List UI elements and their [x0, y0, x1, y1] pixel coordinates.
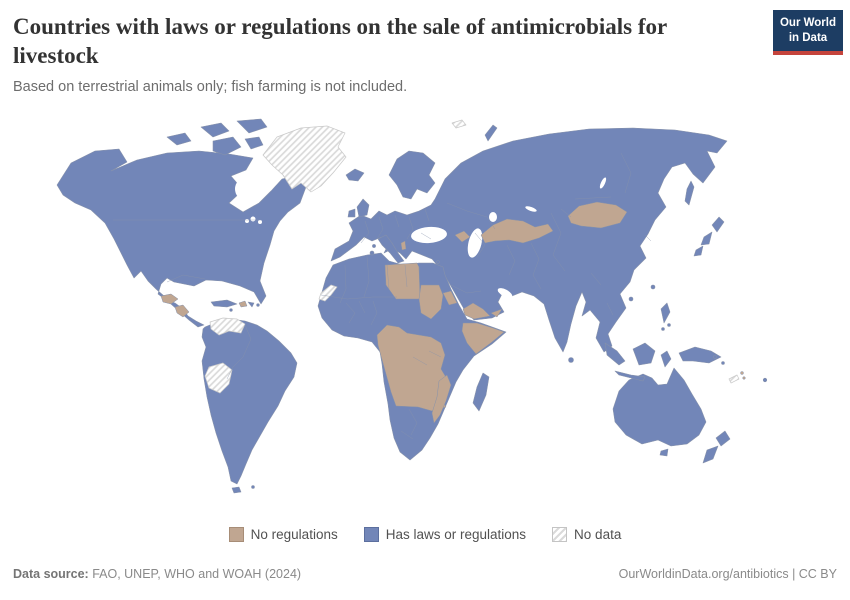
legend-item-has-laws[interactable]: Has laws or regulations	[363, 527, 527, 542]
region-sudan	[418, 284, 444, 320]
lake-balkhash	[525, 206, 537, 212]
great-lakes	[245, 219, 249, 223]
region-mozambique	[431, 374, 452, 424]
page-title: Countries with laws or regulations on th…	[13, 14, 667, 69]
legend-item-no-regulations[interactable]: No regulations	[228, 527, 338, 542]
hudson-bay	[235, 178, 255, 200]
data-source: Data source: FAO, UNEP, WHO and WOAH (20…	[13, 567, 301, 581]
legend-label-no-data: No data	[574, 527, 622, 542]
region-svalbard	[451, 119, 467, 129]
owid-logo-line1: Our World	[779, 17, 836, 29]
persian-gulf	[497, 288, 513, 298]
region-costa-rica	[174, 304, 190, 318]
owid-logo-line2: in Data	[788, 31, 828, 44]
region-yemen	[462, 302, 491, 320]
world-map	[15, 113, 835, 513]
has-laws-swatch	[363, 527, 379, 542]
world-map-canvas	[56, 118, 768, 494]
legend-label-has-laws: Has laws or regulations	[385, 527, 527, 542]
region-vanuatu	[740, 371, 744, 375]
chart-subtitle: Based on terrestrial animals only; fish …	[13, 78, 408, 95]
aral-sea	[489, 212, 497, 222]
regions-no-data[interactable]	[204, 119, 740, 394]
region-bolivia	[204, 362, 233, 394]
region-central-asia	[480, 218, 554, 244]
legend-item-no-data[interactable]: No data	[552, 527, 621, 542]
no-data-swatch	[552, 527, 568, 542]
chart-header: Countries with laws or regulations on th…	[13, 12, 773, 95]
region-south-america[interactable]	[201, 318, 298, 485]
regions-no-regulations[interactable]	[160, 201, 746, 424]
region-venezuela	[209, 317, 246, 336]
region-oman	[490, 308, 503, 318]
region-eritrea	[442, 290, 458, 306]
legend-label-no-regulations: No regulations	[250, 527, 338, 542]
owid-logo[interactable]: Our World in Data	[773, 10, 843, 55]
caspian-sea	[467, 228, 483, 258]
region-islands-blue[interactable]	[210, 124, 768, 494]
region-vanuatu	[742, 376, 746, 380]
region-greenland	[262, 125, 347, 193]
region-honduras	[160, 293, 179, 305]
no-regulations-swatch	[228, 527, 244, 542]
sea-overlays	[235, 177, 607, 298]
region-north-america[interactable]	[56, 148, 307, 328]
region-australia[interactable]	[612, 367, 707, 447]
region-new-caledonia	[728, 374, 740, 384]
map-legend: No regulations Has laws or regulations N…	[0, 527, 850, 542]
attribution-link[interactable]: OurWorldinData.org/antibiotics | CC BY	[618, 567, 837, 581]
region-scandinavia[interactable]	[388, 150, 436, 200]
region-mongolia	[567, 201, 628, 229]
black-sea	[411, 226, 447, 244]
region-western-sahara	[318, 284, 338, 302]
country-borders	[113, 152, 652, 440]
great-lakes	[258, 220, 262, 224]
data-source-label: Data source:	[13, 567, 89, 581]
data-source-text: FAO, UNEP, WHO and WOAH (2024)	[88, 567, 302, 581]
region-somalia	[461, 322, 505, 355]
region-azerbaijan	[454, 230, 471, 243]
chart-footer: Data source: FAO, UNEP, WHO and WOAH (20…	[13, 567, 837, 581]
region-albania	[400, 240, 407, 251]
region-haiti	[238, 300, 248, 308]
lake-baikal	[599, 177, 607, 189]
great-lakes	[250, 216, 256, 222]
